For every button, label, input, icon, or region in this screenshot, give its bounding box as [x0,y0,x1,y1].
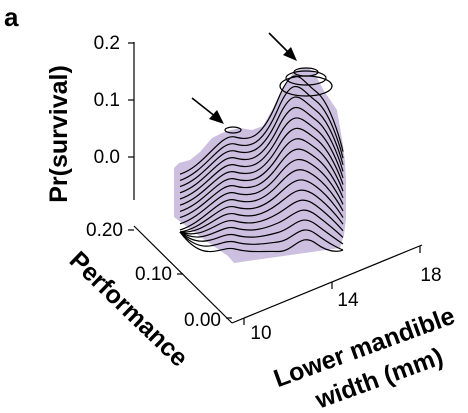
contour-line [179,96,344,188]
contour-line [179,189,344,233]
arrow-left-peak-head [209,110,224,124]
contour-line [179,138,344,212]
survival-surface [174,67,346,263]
z-tick-label: 0.1 [94,90,120,111]
contour-line [179,179,344,233]
z-axis-label: Pr(survival) [45,65,73,203]
arrow-right-peak [268,32,290,54]
contour-line [179,117,344,200]
z-tick-label: 0.2 [94,33,120,54]
contour-line [179,219,344,245]
y-tick-label: 0.00 [184,310,221,331]
contour-line [179,159,344,225]
panel-letter: a [4,2,19,32]
contour-line [179,169,344,231]
contour-line [179,199,344,235]
peak-contour-ring [224,126,242,134]
contour-lines [179,67,344,253]
y-tick-label: 0.10 [135,264,172,285]
contour-line [179,85,344,181]
arrow-left-peak [191,97,217,118]
contour-line [179,106,344,194]
contour-line [179,209,344,238]
contour-line [179,75,344,175]
peak-contour-ring [285,70,327,86]
contour-line [179,127,344,206]
x-tick-label: 14 [337,290,359,311]
x-axis-line [231,244,423,324]
y-tick-label: 0.20 [86,220,123,241]
x-tick-label: 10 [250,323,271,344]
contour-line [179,231,344,253]
x-tick-label: 18 [420,265,441,286]
arrow-right-peak-head [283,47,297,61]
peak-contour-ring [279,75,333,97]
contour-line [179,229,344,251]
contour-line [179,148,344,219]
z-tick-label: 0.0 [94,147,120,168]
